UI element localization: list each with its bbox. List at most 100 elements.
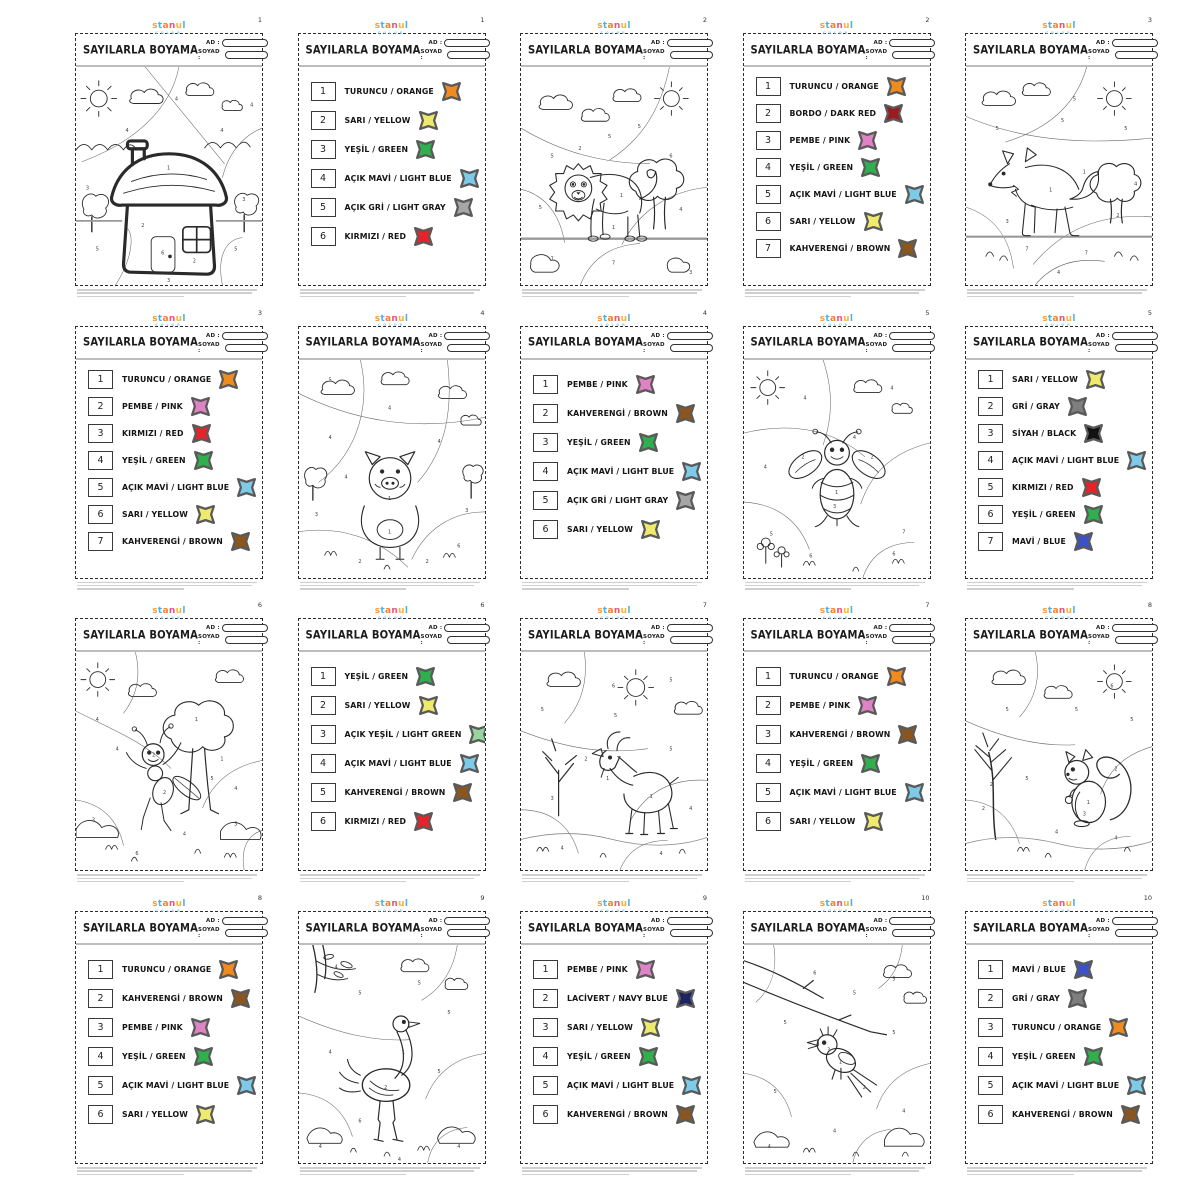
page-number: 3 <box>1147 16 1152 24</box>
name-label: AD : <box>1096 332 1110 339</box>
color-splat-icon <box>1073 531 1093 551</box>
brand-logo-subtitle: color <box>377 908 406 913</box>
color-splat-icon <box>886 667 906 687</box>
legend-row: 4 YEŞİL / GREEN <box>88 447 262 474</box>
brand-logo-letter: l <box>849 21 854 31</box>
surname-field <box>224 343 268 352</box>
brand-logo-letter: t <box>157 21 163 31</box>
brand-logo-letter: s <box>152 606 158 617</box>
name-field <box>221 331 268 340</box>
legend-color-label: KAHVERENGİ / BROWN <box>567 1110 668 1120</box>
legend-row: 1 TURUNCU / ORANGE <box>310 77 485 106</box>
name-field <box>666 331 713 340</box>
color-legend: 1 TURUNCU / ORANGE 2 KAHVERENGİ / BROWN 3 PEM… <box>76 945 262 1129</box>
svg-text:4: 4 <box>457 1144 460 1150</box>
legend-color-label: KIRMIZI / RED <box>1012 482 1074 492</box>
svg-text:4: 4 <box>1134 181 1137 187</box>
worksheet-sheet: SAYILARLA BOYAMA AD : SOYAD : 1 PEMBE / P… <box>520 911 713 1165</box>
fine-print <box>520 1167 708 1176</box>
worksheet-header: SAYILARLA BOYAMA AD : SOYAD : <box>521 34 713 67</box>
page-top-strip: stanul color 1 <box>75 13 263 34</box>
worksheet-header: SAYILARLA BOYAMA AD : SOYAD : <box>76 34 268 67</box>
brand-logo-word: stanul <box>1042 306 1075 325</box>
color-splat-icon <box>453 197 473 218</box>
legend-color-label: YEŞİL / GREEN <box>344 672 409 682</box>
worksheet-content: 1 TURUNCU / ORANGE 2 PEMBE / PINK 3 KAHVERENG… <box>744 652 930 870</box>
surname-row: SOYAD : <box>421 634 491 646</box>
surname-label: SOYAD : <box>865 634 888 647</box>
worksheet-title: SAYILARLA BOYAMA <box>528 921 644 935</box>
worksheet-header: SAYILARLA BOYAMA AD : SOYAD : <box>298 327 491 360</box>
name-fields: AD : SOYAD : <box>1088 917 1158 939</box>
legend-row: 3 YEŞİL / GREEN <box>310 135 485 164</box>
worksheet-page-legend-5: stanul color 5 SAYILARLA BOYAMA AD : SOY… <box>965 306 1158 590</box>
worksheet-title: SAYILARLA BOYAMA <box>528 336 644 349</box>
worksheet-header: SAYILARLA BOYAMA AD : SOYAD : <box>521 619 713 653</box>
svg-text:7: 7 <box>1025 246 1028 252</box>
legend-row: 6 SARI / YELLOW <box>533 515 707 544</box>
name-label: AD : <box>428 918 443 925</box>
color-splat-icon <box>886 76 906 97</box>
color-splat-icon <box>193 1047 213 1067</box>
brand-logo-letter: a <box>607 606 614 617</box>
svg-text:4: 4 <box>1114 836 1117 842</box>
name-row: AD : <box>1088 331 1158 340</box>
color-splat-icon <box>863 812 883 832</box>
fine-print <box>743 874 931 883</box>
name-field <box>444 917 491 926</box>
legend-row: 2 SARI / YELLOW <box>310 691 485 720</box>
name-row: AD : <box>198 917 268 926</box>
brand-logo-letter: t <box>602 313 608 324</box>
legend-number-box: 6 <box>755 212 781 231</box>
legend-color-label: SARI / YELLOW <box>344 116 411 125</box>
surname-label: SOYAD : <box>643 49 665 61</box>
name-label: AD : <box>1096 40 1110 46</box>
name-row: AD : <box>421 331 491 340</box>
fine-print <box>298 1167 486 1176</box>
svg-text:4: 4 <box>116 747 119 753</box>
legend-color-label: KIRMIZI / RED <box>122 428 184 438</box>
worksheet-sheet: SAYILARLA BOYAMA AD : SOYAD : 1 PEMBE / P… <box>520 325 713 579</box>
surname-field <box>224 51 268 59</box>
fine-print <box>520 874 708 883</box>
legend-number-box: 4 <box>978 450 1003 470</box>
svg-text:5: 5 <box>773 1089 776 1095</box>
name-label: AD : <box>651 918 665 925</box>
worksheet-title: SAYILARLA BOYAMA <box>83 921 199 935</box>
legend-color-label: KIRMIZI / RED <box>344 232 407 241</box>
worksheet-page-lion: stanul color 2 SAYILARLA BOYAMA AD : SOY… <box>520 13 713 298</box>
color-legend: 1 SARI / YELLOW 2 GRİ / GRAY 3 SİYAH / BLACK 4… <box>966 360 1152 555</box>
worksheet-title: SAYILARLA BOYAMA <box>305 629 421 642</box>
brand-logo-letter: a <box>830 606 837 617</box>
surname-label: SOYAD : <box>420 634 443 647</box>
surname-field <box>224 929 268 938</box>
legend-row: 6 SARI / YELLOW <box>755 807 930 836</box>
legend-number-box: 4 <box>88 450 113 470</box>
brand-logo-letter: s <box>819 21 826 31</box>
page-number: 8 <box>1147 601 1152 610</box>
name-fields: AD : SOYAD : <box>421 917 491 939</box>
legend-color-label: KAHVERENGİ / BROWN <box>1012 1110 1113 1120</box>
worksheet-content: 5 5 5 5 2 1 4 4 4 6 4 4 <box>298 945 485 1164</box>
name-field <box>666 917 713 926</box>
brand-logo-letter: a <box>830 899 837 910</box>
coloring-picture-pig: 4 4 4 4 3 3 1 1 2 2 5 6 <box>298 359 485 578</box>
brand-logo-subtitle: color <box>822 323 851 328</box>
legend-color-label: LACİVERT / NAVY BLUE <box>567 994 668 1004</box>
name-label: AD : <box>428 332 443 339</box>
legend-color-label: KAHVERENGİ / BROWN <box>122 536 223 546</box>
svg-text:1: 1 <box>1049 187 1052 193</box>
brand-logo-letter: l <box>182 313 186 324</box>
brand-logo-letter: t <box>380 21 386 31</box>
color-splat-icon <box>675 1105 695 1125</box>
legend-number-box: 3 <box>533 1018 558 1038</box>
color-splat-icon <box>1081 477 1101 497</box>
name-fields: AD : SOYAD : <box>1088 331 1158 354</box>
legend-number-box: 1 <box>533 960 558 980</box>
brand-logo: stanul color <box>820 308 853 328</box>
brand-logo-letter: l <box>1072 21 1076 31</box>
brand-logo-letter: u <box>620 899 628 910</box>
worksheet-title: SAYILARLA BOYAMA <box>973 629 1089 642</box>
legend-number-box: 5 <box>978 477 1003 497</box>
brand-logo-letter: t <box>380 606 386 617</box>
